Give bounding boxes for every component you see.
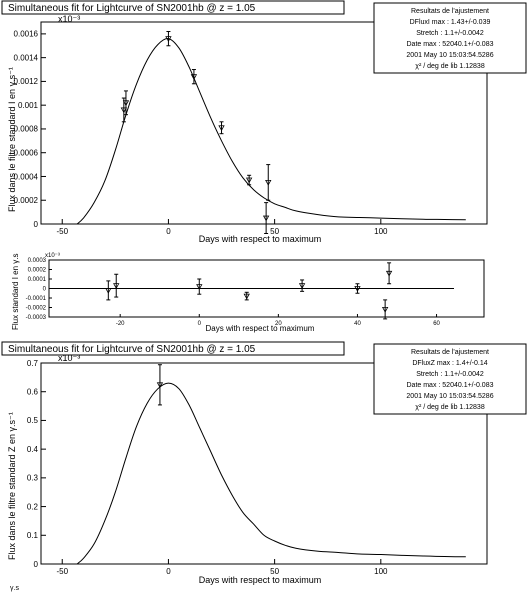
stats-line: χ² / deg de lib 1.12838 [415,404,485,411]
data-point [218,125,225,132]
x-tick-label: 40 [354,321,361,327]
y-tick-label: -0.0002 [26,306,47,312]
x-tick-label: 20 [275,321,282,327]
x-tick-label: 100 [374,567,388,576]
y-axis-label: Flux standard I en γ.s [11,254,20,330]
y-tick-label: 0.3 [27,474,39,483]
data-point [165,36,172,42]
x-axis-label: Days with respect to maximum [199,234,322,244]
y-tick-label: 0.0002 [28,268,47,274]
stats-line: Resultats de l'ajustement [411,349,489,356]
y-tick-label: 0.0012 [14,77,39,86]
footer-label: γ.s [10,585,19,592]
data-point [190,74,198,80]
stats-line: DFluxI max : 1.43+/-0.039 [410,19,491,26]
y-tick-label: 0.001 [18,101,39,110]
stats-line: Resultats de l'ajustement [411,8,489,15]
stats-line: 2001 May 10 15:03:54.5286 [406,393,493,400]
plot-area: -20 0 20 40 60 -0.0003 -0.0002 -0.0001 0 0.0001 0.… [26,258,485,327]
x-axis-label: Days with respect to maximum [199,575,322,585]
y-tick-label: 0.0003 [28,258,47,264]
y-tick-label: 0.1 [27,531,39,540]
data-point [105,288,112,294]
y-axis-label: Flux dans le filtre standard I en γ.s⁻¹ [7,67,17,212]
y-tick-label: 0 [43,287,47,293]
stats-line: Date max : 52040.1+/-0.083 [407,41,494,48]
y-tick-label: 0.0016 [14,30,39,39]
x-tick-label: 0 [166,567,171,576]
plot-frame [40,362,488,565]
stats-box: Resultats de l'ajustement DFluxI max : 1… [373,2,527,74]
x-tick-label: -50 [56,567,68,576]
y-tick-label: 0.2 [27,502,39,511]
y-tick-label: 0.0001 [28,277,47,283]
data-point [120,107,128,114]
x-tick-label: -50 [56,227,68,236]
y-tick-label: -0.0003 [26,315,47,321]
y-exponent: x10⁻³ [58,14,80,24]
x-tick-label: 100 [374,227,388,236]
y-tick-label: 0.0004 [14,172,39,181]
y-tick-label: 0.0006 [14,149,39,158]
fit-curve [76,38,466,225]
data-point [156,382,164,389]
chart-title: Simultaneous fit for Lightcurve of SN200… [8,3,256,14]
stats-line: χ² / deg de lib 1.12838 [415,63,485,70]
data-point [113,283,120,289]
y-tick-label: -0.0001 [26,296,47,302]
x-tick-label: 50 [270,227,279,236]
data-point [265,180,272,186]
x-tick-label: 0 [198,321,202,327]
data-point [262,215,270,222]
y-tick-label: 0.0008 [14,125,39,134]
x-tick-label: 50 [270,567,279,576]
y-tick-label: 0.5 [27,416,39,425]
y-tick-label: 0.6 [27,388,39,397]
stats-line: Date max : 52040.1+/-0.083 [407,382,494,389]
y-tick-label: 0.0014 [14,53,39,62]
stats-line: 2001 May 10 15:03:54.5286 [406,52,493,59]
y-exponent: x10⁻³ [45,253,60,259]
x-tick-label: -20 [116,321,125,327]
chart-title: Simultaneous fit for Lightcurve of SN200… [8,344,256,355]
data-point [354,286,361,292]
stats-line: Stretch : 1.1+/-0.0042 [416,30,484,37]
y-tick-label: 0.7 [27,359,39,368]
data-point [243,293,250,300]
data-point [381,307,389,313]
plot-area: -50 0 50 100 0 0.1 0.2 0.3 0.4 0.5 0.6 0.7 [27,359,488,576]
y-tick-label: 0.0002 [14,196,39,205]
panel-bottom: Simultaneous fit for Lightcurve of SN200… [1,341,527,585]
y-tick-label: 0 [34,560,39,569]
title-box [1,0,345,15]
data-point [196,284,203,290]
title-box [1,341,345,356]
x-tick-label: 60 [433,321,440,327]
y-tick-label: 0 [34,220,39,229]
data-point [245,177,253,184]
data-point [298,283,306,289]
fit-curve [76,382,466,565]
data-point [122,100,130,107]
stats-line: Stretch : 1.1+/-0.0042 [416,371,484,378]
y-axis-label: Flux dans le filtre standard Z en γ.s⁻¹ [7,412,17,560]
panel-top: Simultaneous fit for Lightcurve of SN200… [1,0,527,244]
y-exponent: x10⁻³ [58,353,80,363]
plot-area: -50 0 50 100 0 0.0002 0.0004 0.0006 0.0008 0.001 0… [14,21,488,236]
panel-residuals: x10⁻³ Flux standard I en γ.s Days with r… [11,253,485,333]
data-point [385,270,393,277]
y-tick-label: 0.4 [27,445,39,454]
x-axis-label: Days with respect to maximum [206,324,315,333]
stats-line: DFluxZ max : 1.4+/-0.14 [412,360,487,367]
stats-box: Resultats de l'ajustement DFluxZ max : 1… [373,343,527,415]
x-tick-label: 0 [166,227,171,236]
plot-frame [40,21,488,225]
